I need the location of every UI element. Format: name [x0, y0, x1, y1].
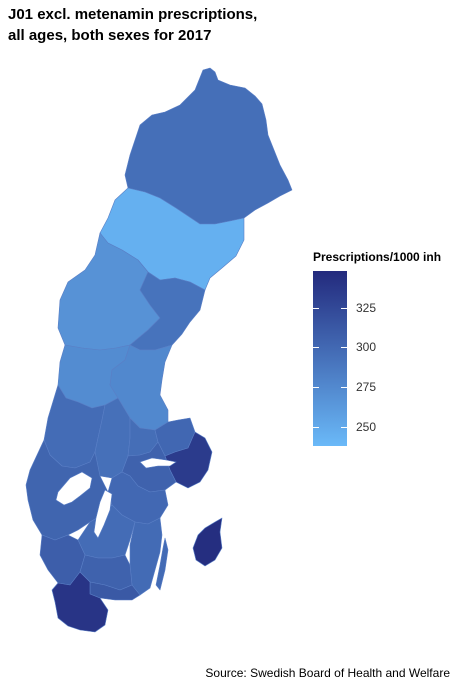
legend-tick-mark [313, 426, 319, 428]
map-title-line-2: all ages, both sexes for 2017 [8, 27, 212, 44]
legend-tick-label: 250 [356, 419, 377, 434]
lake-malaren [139, 457, 177, 469]
region-norrbotten [124, 67, 293, 225]
map-title-line-1: J01 excl. metenamin prescriptions, [8, 6, 258, 23]
legend-tick-mark [341, 307, 347, 309]
map-title: J01 excl. metenamin prescriptions, all a… [8, 4, 308, 46]
region-gotland [192, 517, 223, 567]
region-oland [155, 537, 169, 591]
region-kalmar [129, 517, 163, 596]
region-skane [51, 571, 109, 633]
legend-tick-mark [341, 387, 347, 389]
legend-tick-label: 325 [356, 300, 377, 315]
legend-tick-mark [341, 347, 347, 349]
legend-title: Prescriptions/1000 inh [313, 250, 442, 264]
source-note: Source: Swedish Board of Health and Welf… [205, 666, 450, 680]
legend-colorbar [313, 271, 347, 446]
legend-tick-mark [341, 426, 347, 428]
legend-tick-mark [313, 387, 319, 389]
legend-tick-label: 300 [356, 340, 377, 355]
lake-vanern [55, 471, 93, 506]
legend-tick-mark [313, 347, 319, 349]
legend-tick-label: 275 [356, 380, 377, 395]
legend-tick-mark [313, 307, 319, 309]
lake-vattern [93, 489, 113, 539]
